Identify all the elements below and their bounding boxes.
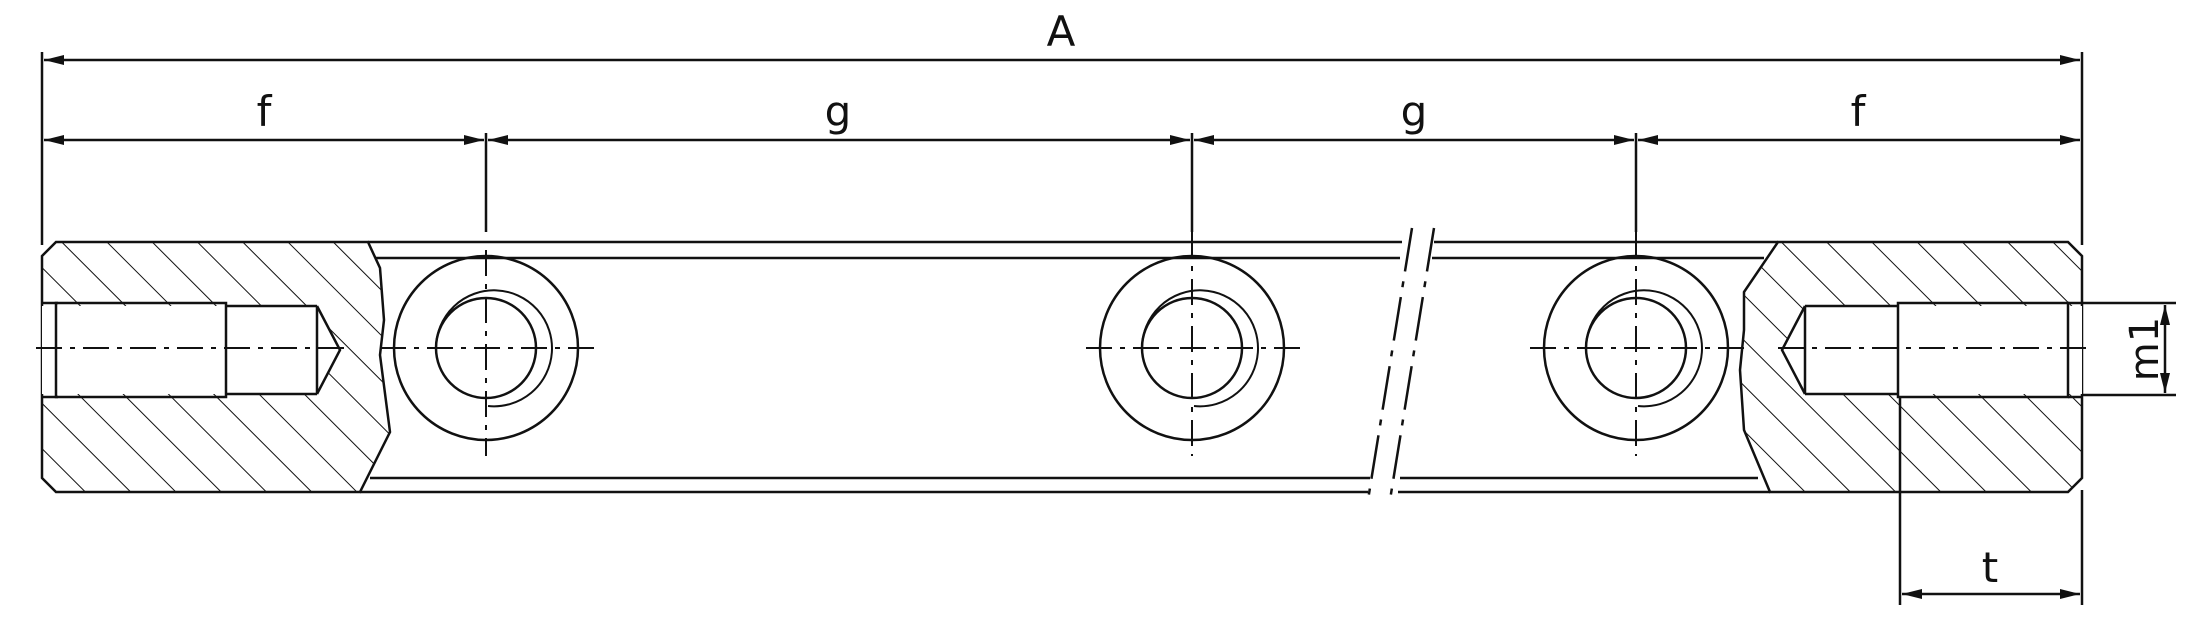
dimension-g-left-label: g — [825, 87, 852, 136]
break-line-left — [1366, 227, 1414, 501]
dimension-g-right-label: g — [1401, 87, 1428, 136]
dimension-m1-label: m1 — [2122, 317, 2168, 381]
bar-body — [40, 227, 2084, 501]
right-threaded-hole — [1782, 306, 2082, 394]
dimension-f-right-label: f — [1851, 87, 1867, 136]
dimension-t-label: t — [1982, 543, 1998, 592]
dimension-labels: A f g g f t m1 — [257, 7, 2168, 592]
center-lines — [36, 232, 2090, 470]
dimension-A-label: A — [1047, 7, 1076, 56]
dimension-f-left-label: f — [257, 87, 273, 136]
dimension-lines — [44, 55, 2170, 599]
break-line-right — [1388, 227, 1436, 501]
